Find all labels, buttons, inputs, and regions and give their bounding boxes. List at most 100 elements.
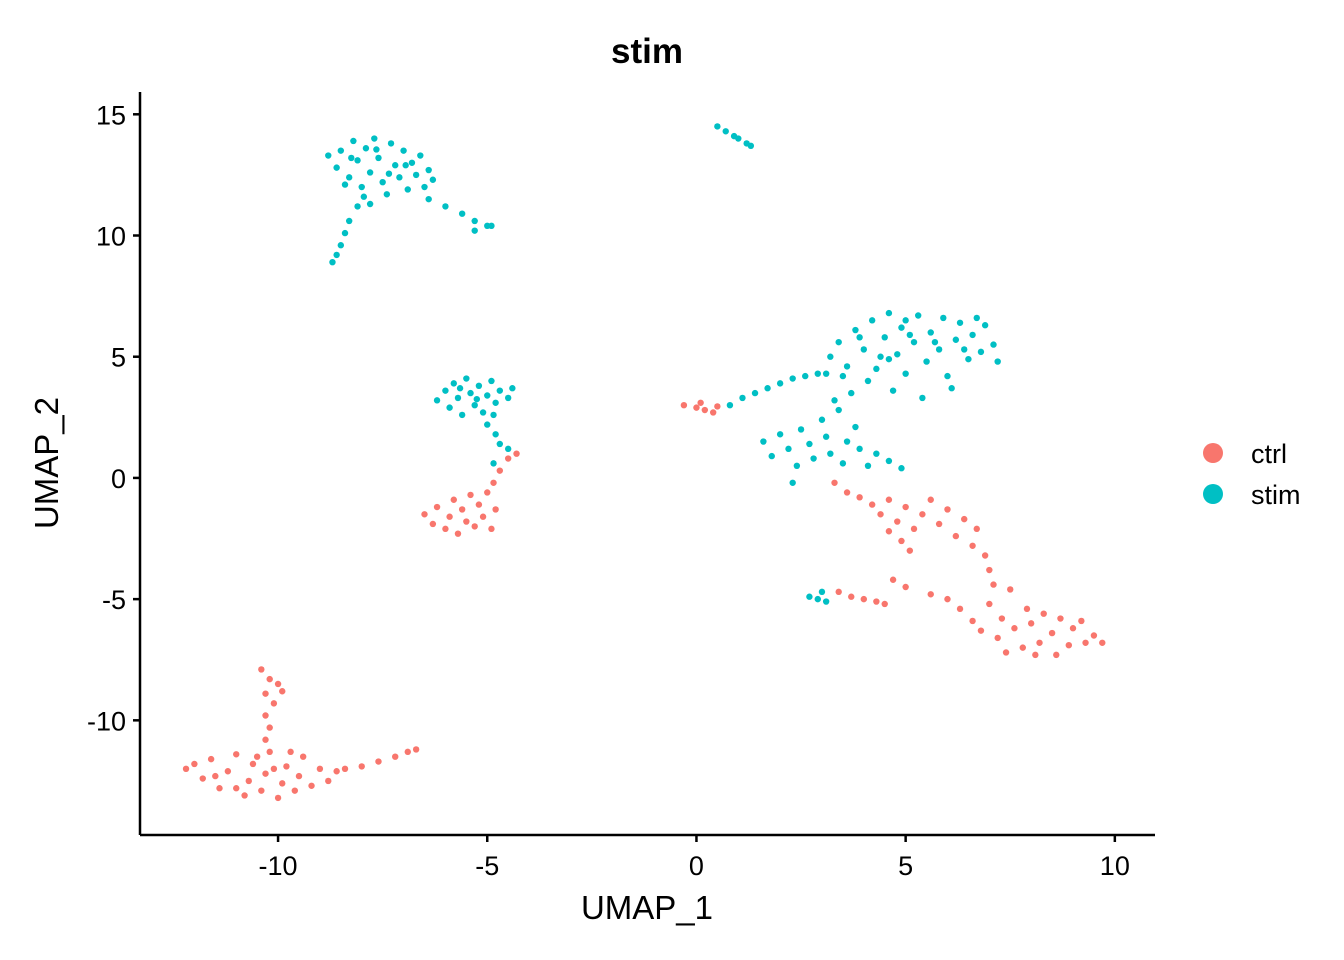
point-stim xyxy=(860,346,868,353)
point-stim xyxy=(354,157,361,164)
point-stim xyxy=(831,397,838,404)
point-ctrl xyxy=(479,513,487,520)
point-stim xyxy=(337,242,345,249)
point-stim xyxy=(425,166,432,174)
point-stim xyxy=(806,593,813,600)
point-ctrl xyxy=(1099,639,1106,646)
point-ctrl xyxy=(504,455,512,462)
point-stim xyxy=(496,440,504,448)
point-ctrl xyxy=(333,768,340,775)
point-ctrl xyxy=(977,627,985,634)
point-stim xyxy=(856,334,863,341)
point-ctrl xyxy=(262,770,269,777)
point-stim xyxy=(810,455,817,462)
point-ctrl xyxy=(1090,632,1098,639)
point-ctrl xyxy=(287,748,294,756)
point-stim xyxy=(362,145,370,152)
point-ctrl xyxy=(877,511,884,518)
point-stim xyxy=(458,411,466,419)
point-ctrl xyxy=(986,566,993,574)
point-stim xyxy=(471,401,478,409)
point-stim xyxy=(843,363,851,370)
point-ctrl xyxy=(266,675,273,683)
point-ctrl xyxy=(274,680,282,688)
point-ctrl xyxy=(325,777,332,785)
point-ctrl xyxy=(299,753,307,760)
point-stim xyxy=(898,465,905,472)
point-ctrl xyxy=(291,787,299,794)
point-ctrl xyxy=(283,763,290,770)
point-ctrl xyxy=(944,595,951,603)
point-stim xyxy=(385,170,393,177)
point-stim xyxy=(923,358,930,365)
point-stim xyxy=(496,387,504,394)
point-stim xyxy=(492,399,499,406)
point-stim xyxy=(488,222,495,230)
point-stim xyxy=(479,409,487,416)
point-ctrl xyxy=(697,399,704,406)
point-ctrl xyxy=(1048,629,1056,637)
point-ctrl xyxy=(274,794,282,802)
point-ctrl xyxy=(412,746,420,753)
point-ctrl xyxy=(973,525,980,533)
point-stim xyxy=(839,460,847,467)
point-ctrl xyxy=(341,765,349,773)
point-ctrl xyxy=(458,506,466,513)
point-ctrl xyxy=(429,520,437,528)
point-ctrl xyxy=(212,772,219,780)
point-stim xyxy=(994,358,1001,365)
point-ctrl xyxy=(944,506,951,513)
point-ctrl xyxy=(258,666,265,673)
point-ctrl xyxy=(981,552,989,559)
point-stim xyxy=(450,380,457,387)
point-ctrl xyxy=(902,503,909,511)
x-axis-title: UMAP_1 xyxy=(581,889,713,926)
point-ctrl xyxy=(207,755,215,763)
point-ctrl xyxy=(262,736,269,743)
point-stim xyxy=(885,355,893,363)
point-stim xyxy=(818,416,826,423)
y-tick-label: 5 xyxy=(111,343,126,373)
point-ctrl xyxy=(902,583,909,591)
point-stim xyxy=(722,128,729,135)
point-ctrl xyxy=(935,520,943,528)
point-ctrl xyxy=(262,712,269,719)
point-ctrl xyxy=(266,724,273,731)
point-ctrl xyxy=(969,542,976,549)
point-ctrl xyxy=(1057,615,1064,622)
point-ctrl xyxy=(471,523,478,530)
point-stim xyxy=(990,341,997,348)
point-stim xyxy=(471,227,478,234)
point-stim xyxy=(797,426,805,433)
point-ctrl xyxy=(1078,617,1085,625)
point-stim xyxy=(927,329,934,336)
point-ctrl xyxy=(894,518,901,525)
point-ctrl xyxy=(998,615,1006,622)
point-stim xyxy=(902,370,909,377)
point-ctrl xyxy=(969,617,976,625)
point-ctrl xyxy=(392,753,399,760)
x-tick-label: 5 xyxy=(898,851,913,881)
legend-label-ctrl: ctrl xyxy=(1251,439,1287,469)
point-ctrl xyxy=(1027,620,1035,627)
point-ctrl xyxy=(375,758,382,765)
point-stim xyxy=(885,457,893,465)
point-ctrl xyxy=(919,511,926,518)
point-stim xyxy=(379,178,386,186)
x-tick-label: 10 xyxy=(1100,851,1130,881)
point-ctrl xyxy=(224,768,232,775)
point-stim xyxy=(341,181,349,188)
point-stim xyxy=(785,445,792,453)
point-stim xyxy=(446,404,453,411)
point-stim xyxy=(392,162,399,169)
point-ctrl xyxy=(709,409,717,416)
point-ctrl xyxy=(316,765,324,773)
point-ctrl xyxy=(693,404,700,411)
point-stim xyxy=(856,445,863,453)
point-stim xyxy=(504,445,512,453)
point-stim xyxy=(864,462,872,470)
point-stim xyxy=(366,200,374,208)
point-stim xyxy=(806,440,813,448)
point-stim xyxy=(458,210,466,217)
point-stim xyxy=(873,450,880,457)
